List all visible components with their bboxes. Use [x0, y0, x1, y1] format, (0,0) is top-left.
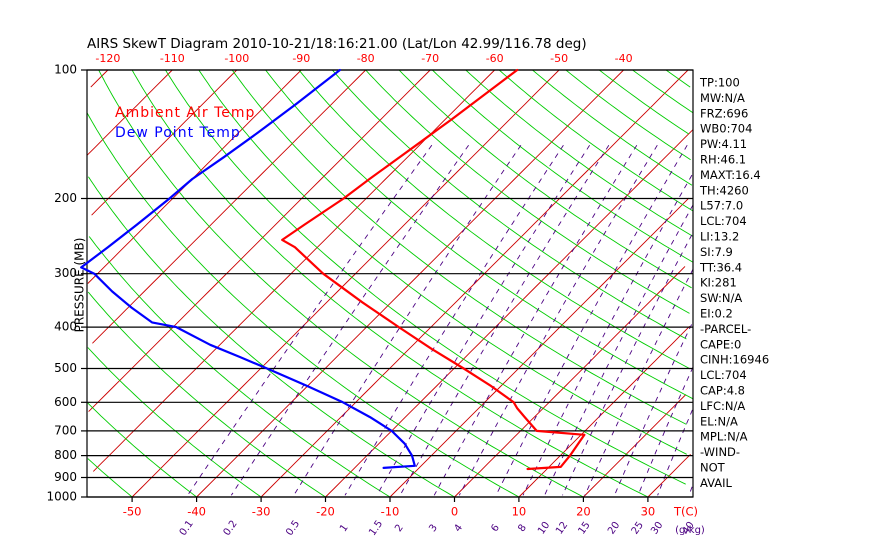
bottom-temp-tick-label: -40	[187, 505, 206, 519]
pressure-tick-label: 300	[54, 266, 77, 280]
parameter-item: L57:7.0	[700, 199, 743, 213]
parameter-item: LCL:704	[700, 214, 747, 228]
mixing-ratio-tick-label: 2	[393, 523, 406, 535]
bottom-temp-axis-title: T(C)	[673, 505, 698, 519]
mixing-ratio-tick-label: 20	[606, 520, 622, 537]
parameter-item: EI:0.2	[700, 307, 733, 321]
dewpoint-temperature-trace	[80, 68, 416, 469]
top-temp-tick-label: -110	[160, 52, 185, 65]
top-axis-labels: -120 -110 -100 -90 -80 -70 -60 -50 -40	[95, 52, 632, 65]
top-temp-tick-label: -100	[224, 52, 249, 65]
bottom-temp-tick-label: 0	[451, 505, 458, 519]
bottom-temp-tick-label: 10	[512, 505, 527, 519]
parameter-item: KI:281	[700, 276, 737, 290]
parameter-item: RH:46.1	[700, 153, 746, 167]
parameter-item: NOT	[700, 461, 726, 475]
pressure-tick-label: 400	[54, 320, 77, 334]
parameter-item: CINH:16946	[700, 353, 769, 367]
mixing-ratio-tick-label: 1	[338, 523, 351, 535]
pressure-tick-label: 500	[54, 361, 77, 375]
mixing-ratio-tick-label: 15	[576, 520, 592, 537]
mixing-ratio-tick-label: 1.5	[367, 519, 385, 538]
mixing-ratio-tick-label: 0.2	[222, 519, 240, 538]
pressure-tick-label: 100	[54, 63, 77, 77]
pressure-tick-label: 600	[54, 395, 77, 409]
parameter-item: -WIND-	[700, 445, 740, 459]
parameter-item: EL:N/A	[700, 414, 738, 428]
mixing-ratio-tick-label: 25	[630, 520, 646, 537]
ambient-temperature-trace	[281, 68, 586, 471]
parameter-item: WB0:704	[700, 122, 752, 136]
parameter-item: -PARCEL-	[700, 322, 751, 336]
mixing-ratio-tick-label: 4	[452, 523, 465, 535]
top-temp-tick-label: -80	[357, 52, 375, 65]
top-temp-tick-label: -50	[550, 52, 568, 65]
legend-ambient-label: Ambient Air Temp	[115, 105, 255, 121]
parameter-item: CAPE:0	[700, 337, 741, 351]
parameter-item: MAXT:16.4	[700, 168, 761, 182]
parameter-item: FRZ:696	[700, 106, 748, 120]
bottom-temp-tick-label: -20	[316, 505, 335, 519]
parameter-item: SW:N/A	[700, 291, 742, 305]
mixing-ratio-tick-label: 0.1	[178, 519, 196, 538]
mixing-ratio-tick-label: 8	[516, 523, 529, 535]
parameter-item: LFC:N/A	[700, 399, 745, 413]
mixing-ratio-axis-title: (g/kg)	[675, 525, 705, 536]
parameter-item: PW:4.11	[700, 137, 747, 151]
parameter-item: TP:100	[699, 76, 740, 90]
pressure-tick-label: 700	[54, 423, 77, 437]
pressure-tick-label: 200	[54, 191, 77, 205]
mixing-ratio-tick-label: 6	[489, 523, 502, 535]
mixing-ratio-tick-label: 30	[649, 520, 665, 537]
mixing-ratio-tick-label: 0.5	[284, 519, 302, 538]
mixing-ratio-tick-label: 10	[536, 520, 552, 537]
bottom-temp-tick-label: -50	[123, 505, 142, 519]
pressure-tick-label: 1000	[46, 490, 77, 504]
bottom-temp-tick-label: 20	[576, 505, 591, 519]
sounding-traces-group	[80, 68, 586, 471]
top-temp-tick-label: -60	[486, 52, 504, 65]
parameter-item: AVAIL	[700, 476, 733, 490]
parameter-item: TH:4260	[699, 183, 749, 197]
top-temp-tick-label: -90	[292, 52, 310, 65]
bottom-temp-tick-label: -10	[381, 505, 400, 519]
bottom-temp-tick-label: -30	[252, 505, 271, 519]
bottom-axis-labels: -50 -40 -30 -20 -10 0 10 20 30 T(C) 0.1 0.2 0.5 1 1.5 2…	[123, 497, 705, 538]
mixing-ratio-tick-label: 12	[554, 520, 570, 537]
parameter-item: LCL:704	[700, 368, 747, 382]
parameter-item: CAP:4.8	[700, 384, 745, 398]
legend-dewpoint-label: Dew Point Temp	[115, 125, 241, 141]
mixing-ratio-tick-label: 3	[427, 523, 440, 535]
top-temp-tick-label: -120	[95, 52, 120, 65]
pressure-tick-label: 900	[54, 470, 77, 484]
page-title: AIRS SkewT Diagram 2010-10-21/18:16:21.0…	[87, 36, 587, 52]
pressure-axis-title: PRESSURE (MB)	[73, 238, 87, 333]
bottom-temp-tick-label: 30	[641, 505, 656, 519]
top-temp-tick-label: -70	[421, 52, 439, 65]
parameter-item: TT:36.4	[699, 260, 742, 274]
parameter-item: SI:7.9	[700, 245, 733, 259]
parameter-item: MW:N/A	[700, 91, 745, 105]
pressure-axis-labels: 100 200 300 400 500 600 700 800 900 1000	[46, 63, 87, 504]
parameter-item: MPL:N/A	[700, 430, 748, 444]
parameter-item: LI:13.2	[700, 230, 739, 244]
top-temp-tick-label: -40	[615, 52, 633, 65]
pressure-tick-label: 800	[54, 448, 77, 462]
